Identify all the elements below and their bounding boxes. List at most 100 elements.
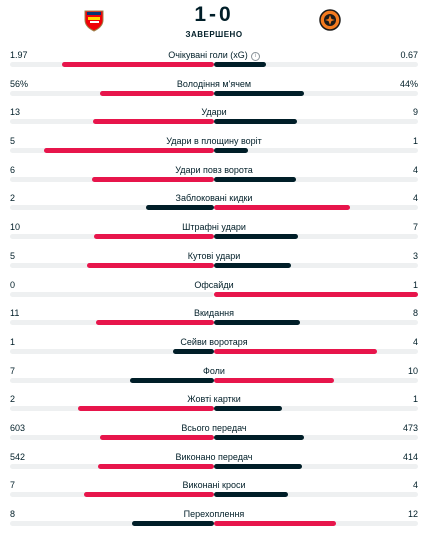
home-bar-track: [10, 119, 214, 125]
stat-label-wrap: Виконані кроси: [0, 480, 428, 490]
away-value: 44%: [399, 78, 418, 89]
away-bar-fill: [214, 463, 303, 469]
away-value: 1: [412, 136, 418, 147]
home-bar-track: [10, 205, 214, 211]
away-value: 1: [412, 279, 418, 290]
home-value: 8: [10, 509, 16, 519]
home-value: 56%: [10, 78, 29, 89]
stat-row: 7 Виконані кроси 4: [0, 474, 428, 503]
away-bar-track: [214, 176, 418, 182]
home-bar-fill: [173, 348, 214, 354]
stat-row: 5 Удари в площину воріт 1: [0, 130, 428, 159]
home-bar-track: [10, 90, 214, 96]
stat-label: Офсайди: [194, 279, 234, 290]
stat-label-wrap: Удари: [0, 107, 428, 117]
stat-row: 13 Удари 9: [0, 101, 428, 130]
away-bar-fill: [214, 434, 304, 440]
away-bar-fill: [214, 176, 296, 182]
stat-label-wrap: Володіння м'ячем: [0, 79, 428, 89]
home-bar-track: [10, 348, 214, 354]
stat-row: 8 Перехоплення 12: [0, 503, 428, 532]
home-value: 1.97: [10, 50, 28, 60]
home-bar-track: [10, 434, 214, 440]
stat-row: 5 Кутові удари 3: [0, 245, 428, 274]
away-value: 9: [412, 107, 418, 118]
stat-label-wrap: Вкидання: [0, 308, 428, 318]
home-value: 13: [10, 107, 21, 118]
stat-row: 6 Удари повз ворота 4: [0, 159, 428, 188]
home-value: 603: [10, 422, 26, 433]
stat-row: 0 Офсайди 1: [0, 274, 428, 303]
away-bar-track: [214, 377, 418, 383]
away-bar-track: [214, 90, 418, 96]
stat-label-wrap: Перехоплення: [0, 509, 428, 519]
away-bar-track: [214, 205, 418, 211]
stat-label-wrap: Очікувані голи (xG) i: [0, 50, 428, 61]
away-bar-fill: [214, 348, 378, 354]
home-bar-fill: [98, 463, 214, 469]
home-bar-track: [10, 320, 214, 326]
stat-row: 2 Заблоковані кидки 4: [0, 187, 428, 216]
home-bar-fill: [86, 262, 214, 268]
home-bar-fill: [93, 119, 214, 125]
shakhtar-crest-icon[interactable]: [318, 8, 342, 32]
away-bar-track: [214, 148, 418, 154]
home-value: 6: [10, 164, 16, 175]
home-bar-fill: [99, 434, 214, 440]
home-value: 11: [10, 308, 20, 319]
away-bar-fill: [214, 62, 266, 67]
info-icon[interactable]: i: [250, 52, 260, 61]
away-bar-track: [214, 348, 418, 354]
home-bar-track: [10, 234, 214, 240]
home-bar-fill: [132, 521, 214, 526]
match-status: ЗАВЕРШЕНО: [185, 30, 243, 39]
away-value: 4: [412, 336, 418, 347]
away-bar-track: [214, 234, 418, 240]
away-value: 4: [412, 164, 418, 175]
away-bar-track: [214, 492, 418, 498]
home-bar-fill: [129, 377, 214, 383]
stat-label-wrap: Виконано передач: [0, 452, 428, 462]
home-bar-track: [10, 492, 214, 498]
home-value: 0: [10, 279, 16, 290]
away-bar-fill: [214, 90, 304, 96]
arsenal-crest-icon[interactable]: [82, 8, 106, 32]
away-bar-fill: [214, 320, 300, 326]
stat-label-wrap: Удари в площину воріт: [0, 136, 428, 146]
match-score: 1-0: [194, 3, 234, 26]
away-bar-fill: [214, 148, 249, 154]
match-header: 1-0 ЗАВЕРШЕНО: [0, 0, 428, 44]
home-value: 7: [10, 365, 16, 376]
stat-row: 603 Всього передач 473: [0, 417, 428, 446]
home-bar-track: [10, 176, 214, 182]
away-bar-fill: [214, 205, 351, 211]
home-bar-fill: [95, 320, 214, 326]
away-bar-track: [214, 434, 418, 440]
home-bar-fill: [84, 492, 214, 498]
away-value: 8: [412, 308, 418, 319]
home-bar-track: [10, 521, 214, 526]
stat-label: Перехоплення: [183, 509, 245, 519]
away-bar-track: [214, 406, 418, 412]
away-value: 1: [412, 394, 418, 405]
away-bar-track: [214, 320, 418, 326]
away-bar-track: [214, 62, 418, 67]
away-value: 4: [412, 193, 418, 204]
home-bar-fill: [91, 176, 214, 182]
stat-label: Виконано передач: [175, 451, 253, 462]
stat-row: 542 Виконано передач 414: [0, 446, 428, 475]
away-value: 473: [402, 422, 418, 433]
away-value: 414: [402, 451, 418, 462]
away-bar-fill: [214, 234, 299, 240]
stat-row: 56% Володіння м'ячем 44%: [0, 73, 428, 102]
stat-label: Жовті картки: [187, 394, 241, 405]
home-bar-track: [10, 377, 214, 383]
away-bar-fill: [214, 492, 289, 498]
home-bar-fill: [94, 234, 214, 240]
home-bar-track: [10, 291, 214, 297]
stat-label: Штрафні удари: [182, 222, 246, 233]
stat-label-wrap: Сейви воротаря: [0, 337, 428, 347]
home-value: 7: [10, 480, 16, 491]
stat-label-wrap: Кутові удари: [0, 251, 428, 261]
away-value: 12: [407, 509, 418, 519]
